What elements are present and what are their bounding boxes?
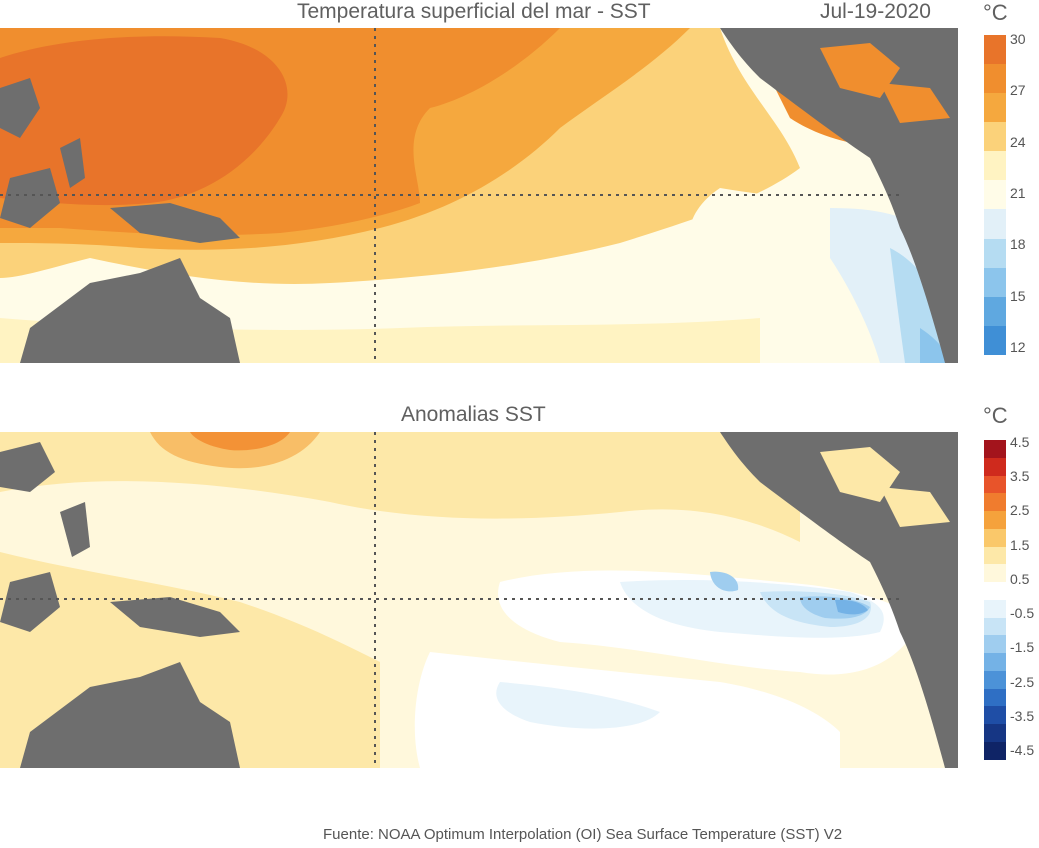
colorbar-segment <box>984 582 1006 600</box>
colorbar-segment <box>984 724 1006 743</box>
colorbar-segment <box>984 599 1006 618</box>
colorbar-segment <box>984 706 1006 725</box>
colorbar-segment <box>984 564 1006 583</box>
colorbar-segment <box>984 93 1006 123</box>
colorbar-tick-label: 21 <box>1010 185 1026 201</box>
anomaly-colorbar <box>984 440 1006 760</box>
colorbar-segment <box>984 151 1006 181</box>
anomaly-unit-label: °C <box>983 403 1008 428</box>
colorbar-tick-label: 4.5 <box>1010 434 1030 450</box>
sst-title: Temperatura superficial del mar - SST <box>297 0 651 23</box>
colorbar-tick-label: 24 <box>1010 133 1026 150</box>
colorbar-segment <box>984 546 1006 565</box>
colorbar-segment <box>984 493 1006 512</box>
colorbar-segment <box>984 325 1006 355</box>
colorbar-tick-label: -1.5 <box>1010 639 1035 656</box>
colorbar-tick-label: 27 <box>1010 82 1026 99</box>
colorbar-segment <box>984 635 1006 654</box>
colorbar-tick-label: -3.5 <box>1010 707 1035 724</box>
colorbar-tick-label: 30 <box>1010 31 1026 47</box>
anomaly-title: Anomalias SST <box>401 403 546 426</box>
colorbar-segment <box>984 209 1006 239</box>
colorbar-segment <box>984 440 1006 458</box>
colorbar-tick-label: -2.5 <box>1010 673 1035 690</box>
colorbar-segment <box>984 238 1006 268</box>
colorbar-segment <box>984 180 1006 210</box>
colorbar-tick-label: 0.5 <box>1010 570 1030 587</box>
colorbar-segment <box>984 670 1006 689</box>
colorbar-segment <box>984 296 1006 326</box>
colorbar-tick-label: 12 <box>1010 339 1026 355</box>
colorbar-segment <box>984 122 1006 152</box>
sst-unit-label: °C <box>983 0 1008 25</box>
sst-colorbar <box>984 35 1006 355</box>
sst-map <box>0 28 958 363</box>
colorbar-segment <box>984 511 1006 529</box>
colorbar-segment <box>984 742 1006 760</box>
colorbar-tick-label: 2.5 <box>1010 502 1030 519</box>
colorbar-tick-label: 18 <box>1010 236 1026 253</box>
colorbar-segment <box>984 64 1006 94</box>
sst-date: Jul-19-2020 <box>820 0 931 23</box>
colorbar-segment <box>984 475 1006 494</box>
anomaly-map <box>0 432 958 768</box>
colorbar-tick-label: 15 <box>1010 287 1026 304</box>
colorbar-segment <box>984 653 1006 671</box>
colorbar-segment <box>984 457 1006 476</box>
colorbar-tick-label: -4.5 <box>1010 742 1035 758</box>
colorbar-segment <box>984 688 1006 707</box>
source-credit: Fuente: NOAA Optimum Interpolation (OI) … <box>323 826 843 843</box>
colorbar-segment <box>984 528 1006 547</box>
colorbar-segment <box>984 617 1006 636</box>
colorbar-tick-label: 1.5 <box>1010 536 1030 553</box>
colorbar-tick-label: -0.5 <box>1010 605 1035 622</box>
colorbar-segment <box>984 267 1006 297</box>
colorbar-segment <box>984 35 1006 65</box>
colorbar-tick-label: 3.5 <box>1010 468 1030 485</box>
